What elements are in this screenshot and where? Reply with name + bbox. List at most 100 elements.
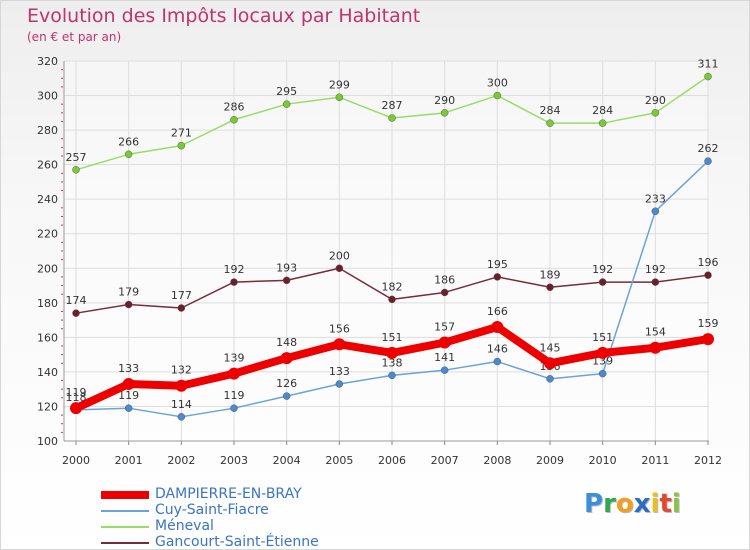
data-label-cuy-saint-fiacre: 119 [224,389,245,402]
x-tick-label: 2012 [694,454,722,467]
data-point-dampierre-en-bray [70,402,82,415]
data-point-gancourt-saint-tienne [546,283,554,292]
data-point-gancourt-saint-tienne [598,278,607,286]
data-label-m-neval: 266 [118,135,139,148]
data-label-dampierre-en-bray: 151 [382,331,403,344]
data-point-cuy-saint-fiacre [651,207,660,216]
data-point-dampierre-en-bray [333,338,346,351]
legend-swatch [101,542,149,544]
data-point-cuy-saint-fiacre [124,404,133,412]
data-label-cuy-saint-fiacre: 141 [434,351,455,364]
chart-subtitle: (en € et par an) [27,30,122,44]
data-point-gancourt-saint-tienne [335,264,344,273]
data-label-gancourt-saint-tienne: 186 [434,273,455,286]
data-label-m-neval: 290 [645,94,666,107]
logo-letter: t [659,489,672,519]
data-point-cuy-saint-fiacre [440,366,449,374]
logo-letter: r [603,489,616,519]
data-label-cuy-saint-fiacre: 126 [276,377,297,390]
logo-letter: x [633,489,651,519]
data-point-cuy-saint-fiacre [177,413,186,421]
y-tick-label: 220 [37,228,58,241]
data-point-m-neval [124,150,133,159]
data-point-m-neval [440,109,449,117]
x-tick-label: 2005 [325,454,353,467]
x-tick-label: 2009 [536,454,564,467]
data-point-m-neval [72,166,80,174]
data-point-m-neval [335,93,344,102]
data-point-dampierre-en-bray [702,333,714,346]
data-label-dampierre-en-bray: 156 [329,322,350,335]
data-label-gancourt-saint-tienne: 200 [329,249,350,262]
data-label-dampierre-en-bray: 157 [434,321,455,334]
data-point-dampierre-en-bray [122,378,135,390]
x-tick-label: 2007 [431,454,459,467]
data-point-gancourt-saint-tienne [230,278,238,286]
data-label-gancourt-saint-tienne: 177 [171,289,192,302]
data-point-m-neval [282,100,291,108]
y-tick-label: 320 [37,55,58,68]
data-label-dampierre-en-bray: 151 [592,331,613,344]
data-label-dampierre-en-bray: 159 [698,317,719,330]
y-tick-label: 200 [37,262,58,275]
chart-title: Evolution des Impôts locaux par Habitant [27,5,421,27]
data-label-gancourt-saint-tienne: 193 [276,261,297,274]
data-point-m-neval [177,141,186,150]
data-point-gancourt-saint-tienne [282,276,291,285]
data-label-gancourt-saint-tienne: 174 [66,294,87,307]
data-point-dampierre-en-bray [596,346,609,359]
x-tick-label: 2002 [167,454,195,467]
data-point-gancourt-saint-tienne [493,273,502,281]
data-point-gancourt-saint-tienne [177,304,186,312]
data-label-dampierre-en-bray: 139 [224,352,245,365]
y-tick-label: 280 [37,124,58,137]
data-label-cuy-saint-fiacre: 262 [698,142,719,155]
data-label-gancourt-saint-tienne: 192 [224,263,245,276]
data-point-cuy-saint-fiacre [335,380,344,388]
data-label-gancourt-saint-tienne: 179 [118,286,139,299]
data-point-cuy-saint-fiacre [546,375,554,383]
x-tick-label: 2000 [62,454,90,467]
data-label-m-neval: 300 [487,77,508,90]
data-label-gancourt-saint-tienne: 196 [698,256,719,269]
x-tick-label: 2011 [641,454,669,467]
logo-letter: i [650,489,660,519]
data-label-gancourt-saint-tienne: 192 [645,263,666,276]
x-tick-label: 2008 [483,454,511,467]
logo-letter: P [584,489,604,519]
data-label-cuy-saint-fiacre: 119 [118,389,139,402]
x-tick-label: 2003 [220,454,248,467]
data-point-m-neval [598,119,607,127]
data-point-dampierre-en-bray [491,321,504,333]
data-label-m-neval: 299 [329,78,350,91]
data-point-gancourt-saint-tienne [388,295,396,304]
legend-swatch [101,526,149,528]
data-point-dampierre-en-bray [544,357,556,370]
data-point-gancourt-saint-tienne [440,288,449,297]
data-label-cuy-saint-fiacre: 118 [66,391,87,404]
legend-label: DAMPIERRE-EN-BRAY [155,486,302,502]
y-tick-label: 100 [37,435,58,448]
data-label-m-neval: 311 [698,58,719,71]
data-point-dampierre-en-bray [228,367,240,380]
data-point-m-neval [388,114,396,122]
data-point-m-neval [704,72,712,81]
data-label-m-neval: 295 [276,85,297,98]
y-tick-label: 300 [37,90,58,103]
data-point-cuy-saint-fiacre [493,357,502,366]
proxiti-logo: Proxiti [584,489,681,519]
data-label-m-neval: 284 [540,104,561,117]
y-tick-label: 240 [37,193,58,206]
data-label-dampierre-en-bray: 119 [66,386,87,399]
data-point-gancourt-saint-tienne [651,278,660,286]
data-label-cuy-saint-fiacre: 146 [487,343,508,356]
data-label-cuy-saint-fiacre: 114 [171,398,192,411]
data-point-cuy-saint-fiacre [282,392,291,400]
data-label-m-neval: 257 [66,151,87,164]
data-label-gancourt-saint-tienne: 182 [382,280,403,293]
data-label-gancourt-saint-tienne: 192 [592,263,613,276]
data-label-dampierre-en-bray: 148 [276,336,297,349]
data-point-dampierre-en-bray [438,336,451,349]
data-point-m-neval [230,115,238,124]
